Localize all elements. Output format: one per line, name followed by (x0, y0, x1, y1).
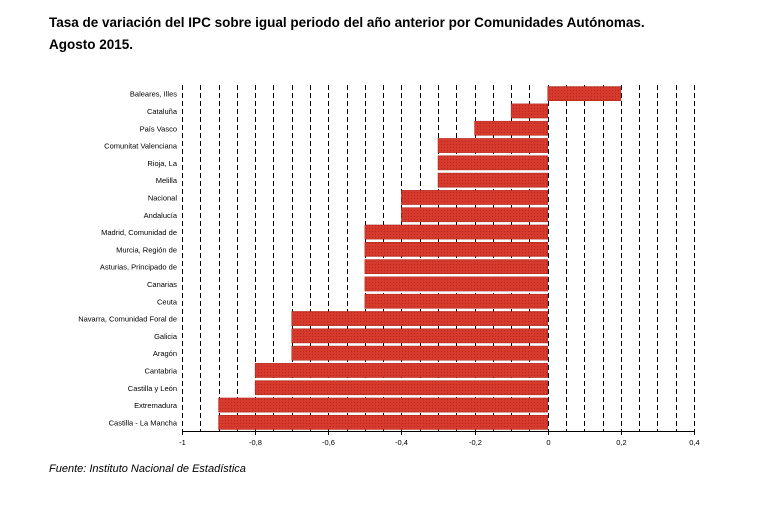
bar (291, 311, 548, 326)
bar (291, 328, 548, 344)
category-label: Aragón (153, 349, 177, 358)
x-tick-label: 0,4 (689, 438, 699, 447)
chart-title: Tasa de variación del IPC sobre igual pe… (49, 12, 755, 56)
bar (364, 259, 548, 274)
source-note: Fuente: Instituto Nacional de Estadístic… (49, 463, 246, 475)
x-tick-label: 0,2 (616, 438, 626, 447)
category-label: Cantabria (144, 366, 177, 375)
category-label: Comunitat Valenciana (104, 142, 178, 151)
chart-title-line-2: Agosto 2015. (49, 37, 134, 52)
bar (254, 380, 548, 396)
x-tick-label: -0,2 (469, 438, 482, 447)
bar (218, 415, 548, 430)
bar (401, 190, 548, 205)
category-label: País Vasco (140, 124, 177, 133)
category-label: Ceuta (157, 297, 178, 306)
bar (437, 172, 548, 188)
x-tick-label: -0,8 (249, 438, 262, 447)
category-label: Castilla y León (128, 384, 177, 393)
category-label: Andalucía (144, 211, 178, 220)
bar (218, 397, 548, 413)
category-label: Cataluña (147, 107, 178, 116)
bar (437, 155, 548, 171)
category-label: Baleares, Illes (130, 90, 177, 99)
category-label: Madrid, Comunidad de (101, 228, 177, 237)
x-tick-label: -0,6 (322, 438, 335, 447)
category-label: Asturias, Principado de (100, 263, 177, 272)
bar (401, 207, 548, 223)
category-label: Nacional (148, 193, 178, 202)
bar (364, 224, 548, 240)
axes (182, 431, 695, 435)
x-tick-label: 0 (546, 438, 550, 447)
bar (291, 345, 548, 361)
category-label: Galicia (154, 332, 178, 341)
bar (364, 242, 548, 257)
chart-title-line-1: Tasa de variación del IPC sobre igual pe… (49, 15, 645, 30)
category-label: Canarias (147, 280, 177, 289)
bar (474, 120, 548, 136)
x-tick-labels: -1 -0,8 -0,6 -0,4 -0,2 0 0,2 0,4 (179, 438, 700, 447)
bar (364, 276, 548, 292)
bars (218, 86, 622, 430)
bar (364, 293, 548, 309)
category-label: Navarra, Comunidad Foral de (78, 315, 177, 324)
category-label: Rioja, La (147, 159, 177, 168)
category-label: Melilla (156, 176, 178, 185)
x-tick-label: -0,4 (395, 438, 408, 447)
category-labels: Baleares, Illes Cataluña País Vasco Comunit… (78, 90, 178, 428)
x-tick-label: -1 (179, 438, 186, 447)
bar (254, 363, 548, 378)
bar (510, 103, 548, 119)
grid-lines (182, 85, 695, 431)
bar (437, 138, 548, 153)
category-label: Castilla - La Mancha (109, 418, 178, 427)
bar (547, 86, 622, 101)
category-label: Extremadura (134, 401, 178, 410)
category-label: Murcia, Región de (116, 245, 177, 254)
